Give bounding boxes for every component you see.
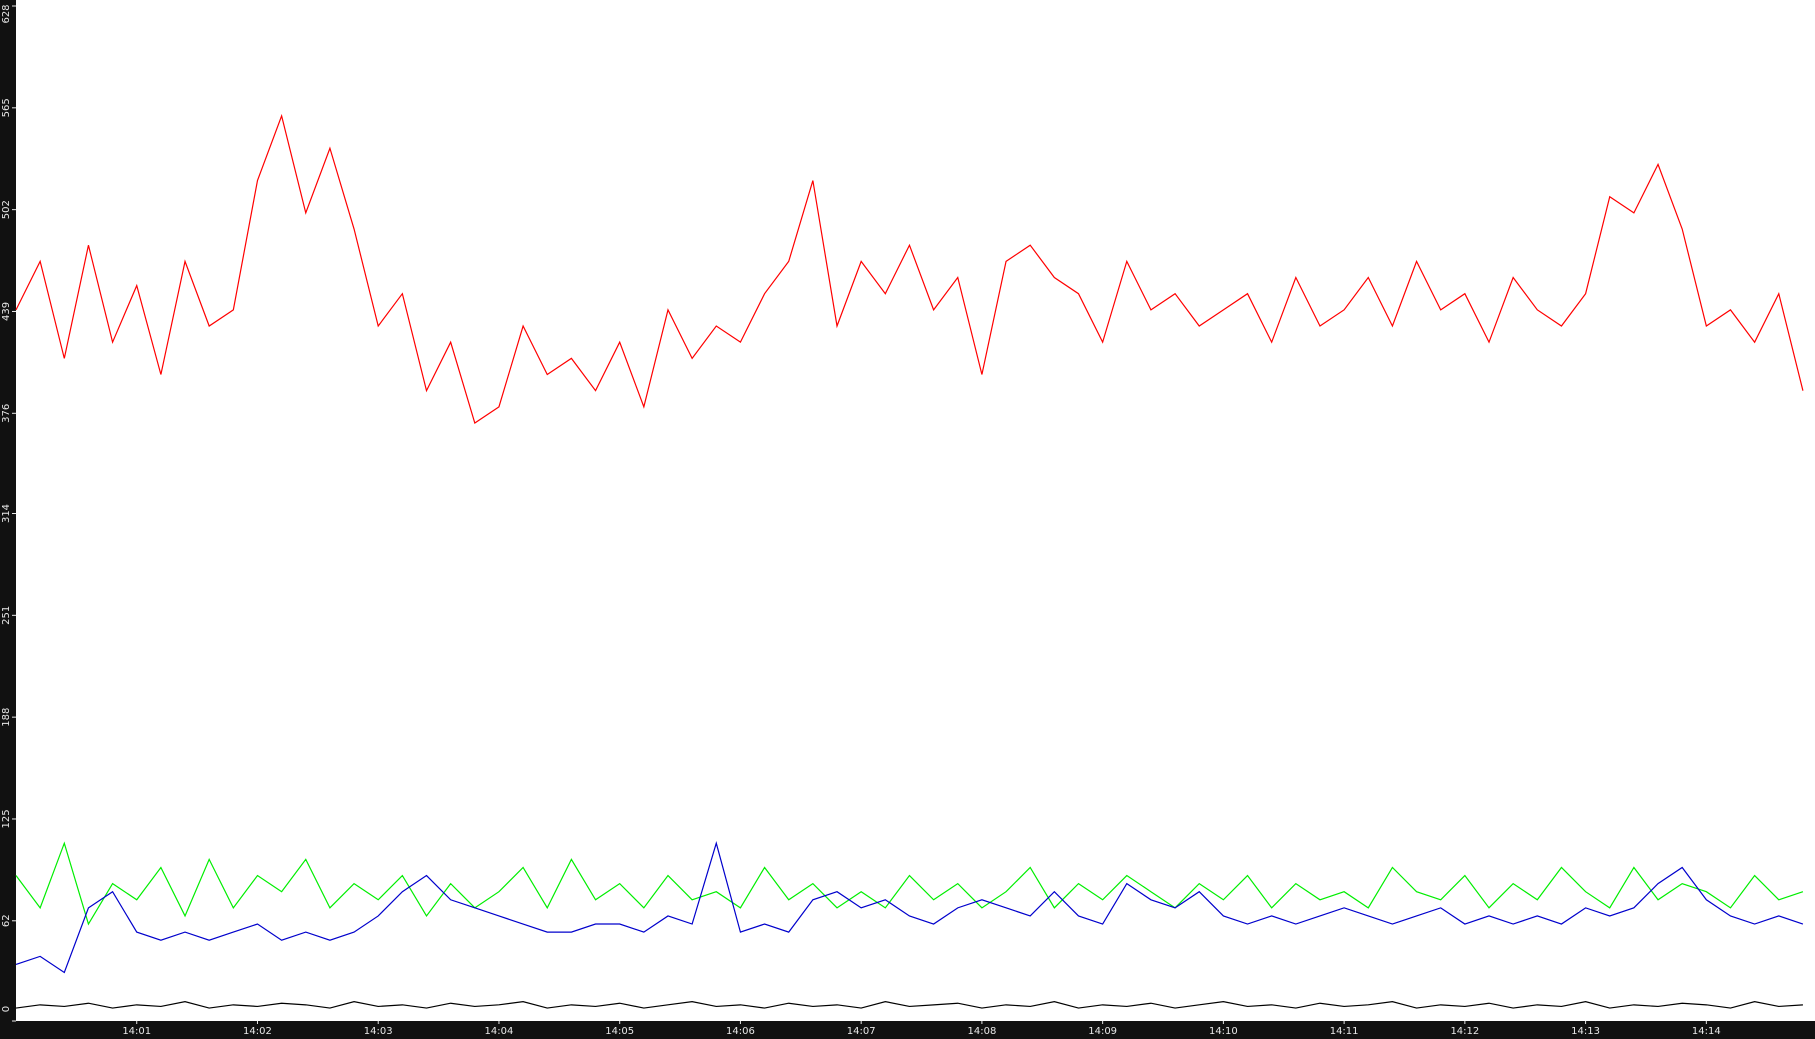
x-tick-label: 14:07 (847, 1026, 876, 1037)
x-tick-label: 14:12 (1450, 1026, 1479, 1037)
y-tick-label: 251 (1, 606, 12, 625)
x-tick-label: 14:11 (1330, 1026, 1359, 1037)
x-tick-label: 14:06 (726, 1026, 755, 1037)
series-line (15, 113, 1804, 424)
y-tick-label: 565 (1, 98, 12, 117)
y-tick-label: 314 (1, 504, 12, 523)
x-tick-label: 14:09 (1088, 1026, 1117, 1037)
y-tick-label: 502 (1, 200, 12, 219)
y-tick-label: 439 (1, 302, 12, 321)
series-line (15, 1000, 1803, 1009)
x-tick-label: 14:13 (1571, 1026, 1600, 1037)
y-tick-label: 188 (1, 708, 12, 727)
y-tick-label: 376 (1, 404, 12, 423)
y-tick-label: 125 (1, 809, 12, 828)
series-line (15, 841, 1804, 926)
y-tick-label: 62 (1, 914, 12, 927)
y-axis-band (0, 0, 16, 1039)
x-tick-label: 14:08 (967, 1026, 996, 1037)
x-tick-label: 14:02 (243, 1026, 272, 1037)
x-tick-label: 14:01 (122, 1026, 151, 1037)
x-tick-label: 14:04 (485, 1026, 514, 1037)
x-tick-label: 14:03 (364, 1026, 393, 1037)
x-tick-label: 14:05 (605, 1026, 634, 1037)
y-tick-label: 0 (1, 1006, 12, 1012)
x-tick-label: 14:14 (1692, 1026, 1721, 1037)
x-axis-band (0, 1021, 1815, 1039)
x-tick-label: 14:10 (1209, 1026, 1238, 1037)
series-line (15, 841, 1804, 974)
y-tick-label: 628 (1, 4, 12, 23)
